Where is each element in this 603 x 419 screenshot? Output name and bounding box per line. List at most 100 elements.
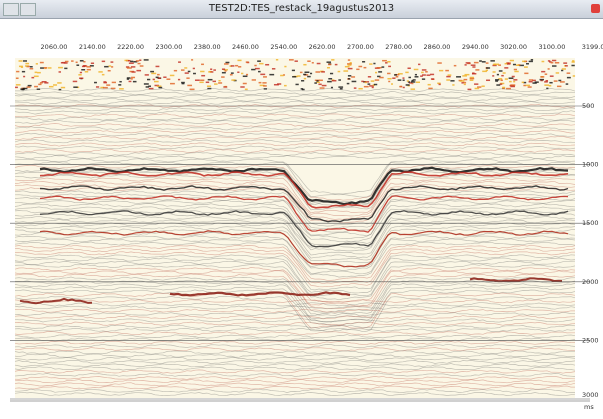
noise (89, 65, 94, 67)
noise (528, 79, 534, 81)
reflector (14, 155, 576, 160)
noise (339, 88, 343, 90)
noise (263, 88, 267, 90)
noise (64, 67, 68, 70)
noise (500, 79, 503, 82)
noise (406, 80, 409, 82)
noise (221, 71, 226, 74)
noise (373, 83, 378, 86)
reflector (14, 270, 576, 307)
noise (318, 79, 323, 82)
noise (381, 66, 385, 68)
noise (143, 59, 149, 61)
noise (180, 69, 185, 71)
reflector (14, 321, 576, 326)
reflector (14, 94, 576, 99)
noise (23, 75, 26, 78)
noise (549, 61, 552, 63)
noise (282, 74, 286, 76)
right-axis-label: 1000 (582, 161, 599, 169)
noise (300, 88, 304, 90)
noise (37, 71, 41, 74)
noise (81, 69, 86, 71)
noise (394, 74, 398, 76)
noise (136, 69, 142, 72)
noise (369, 85, 374, 87)
top-axis-label: 3199.00 (582, 43, 603, 51)
noise (477, 86, 482, 88)
noise (257, 60, 261, 62)
reflector (14, 177, 576, 214)
top-axis-label: 2780.00 (385, 43, 412, 51)
noise (565, 65, 568, 67)
noise (284, 65, 287, 68)
noise (547, 60, 551, 62)
noise (126, 77, 131, 79)
noise (351, 76, 356, 78)
noise (189, 88, 195, 91)
noise (187, 70, 191, 73)
noise (102, 86, 108, 89)
noise (126, 67, 132, 69)
noise (192, 67, 195, 70)
reflector (14, 97, 576, 102)
reflector (14, 247, 576, 285)
noise (415, 81, 421, 84)
horizon (39, 195, 569, 233)
noise (79, 71, 83, 74)
noise (565, 83, 569, 85)
reflector (14, 135, 576, 141)
noise (301, 88, 305, 91)
reflector (14, 164, 575, 201)
top-axis-label: 3020.00 (500, 43, 527, 51)
close-button[interactable] (591, 4, 600, 13)
noise (523, 81, 527, 84)
noise (277, 83, 282, 85)
noise (388, 65, 392, 68)
noise (147, 78, 151, 81)
noise (24, 65, 29, 67)
reflector (14, 311, 575, 317)
noise (79, 77, 84, 80)
noise (315, 71, 321, 73)
noise (292, 76, 297, 78)
noise (57, 82, 62, 84)
noise (347, 64, 352, 66)
noise (374, 79, 380, 81)
noise (221, 76, 225, 78)
noise (294, 60, 298, 62)
noise (125, 66, 130, 68)
top-axis-label: 2460.00 (232, 43, 259, 51)
noise (328, 78, 333, 80)
right-axis-label: 1500 (582, 219, 599, 227)
noise (498, 70, 503, 72)
noise (284, 84, 287, 87)
noise (119, 80, 122, 83)
noise (303, 73, 307, 76)
noise (541, 70, 546, 73)
noise (566, 72, 571, 74)
noise (39, 82, 43, 84)
noise (326, 61, 332, 63)
noise (155, 65, 160, 68)
window-title: TEST2D:TES_restack_19agustus2013 (208, 3, 395, 14)
reflector (14, 116, 576, 121)
back-button[interactable] (3, 3, 19, 16)
noise (235, 64, 239, 67)
reflector (14, 132, 576, 137)
forward-button[interactable] (20, 3, 36, 16)
noise (361, 80, 364, 83)
noise (464, 73, 470, 76)
noise (260, 73, 266, 76)
noise (229, 65, 232, 67)
reflector (14, 372, 576, 377)
noise (370, 80, 375, 82)
noise (502, 87, 505, 90)
noise (452, 84, 455, 86)
reflector (14, 353, 575, 358)
noise (106, 84, 111, 86)
reflector (14, 369, 576, 374)
noise (218, 82, 223, 84)
noise (207, 78, 213, 81)
noise (184, 67, 188, 69)
